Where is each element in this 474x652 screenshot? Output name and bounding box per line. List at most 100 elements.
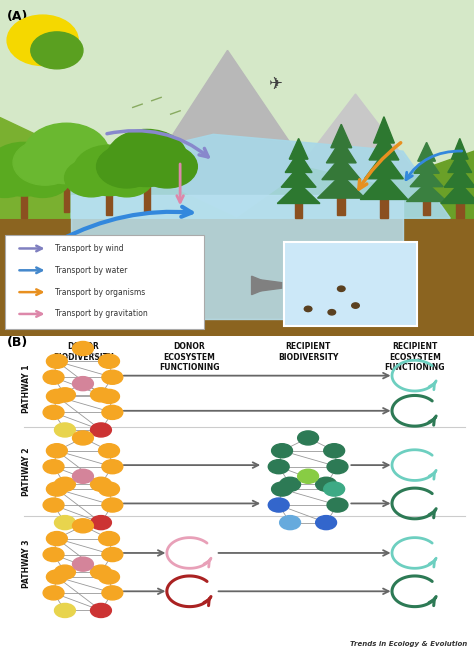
Circle shape (43, 460, 64, 474)
Circle shape (91, 423, 111, 437)
Circle shape (324, 482, 345, 496)
Circle shape (64, 159, 118, 197)
Circle shape (137, 145, 197, 188)
Circle shape (99, 531, 119, 546)
Polygon shape (180, 271, 197, 280)
Circle shape (268, 498, 289, 512)
Circle shape (102, 586, 123, 600)
Circle shape (327, 498, 348, 512)
Circle shape (99, 570, 119, 584)
Text: DONOR
BIODIVERSITY: DONOR BIODIVERSITY (53, 342, 113, 361)
Circle shape (55, 477, 75, 492)
Circle shape (43, 548, 64, 561)
Circle shape (91, 477, 111, 492)
Polygon shape (237, 151, 474, 218)
Text: (B): (B) (7, 336, 28, 349)
Bar (5, 235, 204, 329)
Circle shape (107, 130, 187, 186)
Circle shape (99, 389, 119, 404)
Polygon shape (318, 175, 365, 198)
Circle shape (7, 15, 78, 65)
Circle shape (73, 342, 93, 355)
Polygon shape (281, 166, 316, 187)
Text: PATHWAY 3: PATHWAY 3 (22, 540, 30, 588)
Circle shape (24, 123, 109, 184)
Polygon shape (285, 152, 312, 173)
Bar (106, 188, 112, 215)
Circle shape (272, 444, 292, 458)
Polygon shape (407, 183, 447, 201)
Polygon shape (261, 280, 282, 291)
Circle shape (46, 531, 67, 546)
Polygon shape (326, 140, 356, 163)
Text: PATHWAY 1: PATHWAY 1 (22, 364, 30, 413)
Circle shape (73, 377, 93, 391)
Polygon shape (414, 155, 439, 173)
Circle shape (46, 444, 67, 458)
Circle shape (31, 32, 83, 69)
Circle shape (352, 303, 359, 308)
Text: (A): (A) (7, 10, 28, 23)
Circle shape (102, 548, 123, 561)
Polygon shape (451, 138, 468, 159)
Circle shape (316, 516, 337, 529)
Bar (295, 202, 302, 218)
Circle shape (102, 406, 123, 419)
Bar (144, 178, 150, 211)
Polygon shape (418, 142, 436, 161)
Polygon shape (0, 0, 474, 218)
Text: Transport by wind: Transport by wind (55, 244, 123, 253)
Circle shape (91, 516, 111, 529)
Circle shape (46, 570, 67, 584)
Polygon shape (444, 166, 474, 187)
Circle shape (327, 460, 348, 474)
Polygon shape (0, 117, 237, 218)
Text: Transport by water: Transport by water (55, 266, 127, 274)
Circle shape (298, 469, 319, 483)
Text: Trends in Ecology & Evolution: Trends in Ecology & Evolution (350, 641, 467, 647)
Polygon shape (448, 152, 472, 173)
Polygon shape (252, 276, 261, 295)
Text: ✈: ✈ (268, 75, 282, 93)
Bar (284, 242, 417, 326)
Polygon shape (173, 268, 180, 283)
Polygon shape (71, 195, 403, 319)
Circle shape (99, 444, 119, 458)
Circle shape (91, 388, 111, 402)
Bar (21, 188, 27, 218)
Polygon shape (331, 125, 352, 148)
Polygon shape (0, 208, 474, 336)
Circle shape (304, 306, 312, 312)
Circle shape (316, 477, 337, 492)
Circle shape (13, 140, 77, 185)
Circle shape (328, 310, 336, 315)
Text: DONOR
ECOSYSTEM
FUNCTIONING: DONOR ECOSYSTEM FUNCTIONING (159, 342, 220, 372)
Circle shape (43, 406, 64, 419)
Polygon shape (374, 117, 394, 143)
Circle shape (55, 516, 75, 529)
Circle shape (43, 586, 64, 600)
Circle shape (73, 469, 93, 483)
Bar (337, 196, 345, 215)
Polygon shape (289, 138, 308, 159)
Text: Transport by gravitation: Transport by gravitation (55, 310, 147, 318)
Circle shape (324, 444, 345, 458)
Circle shape (73, 431, 93, 445)
Bar (380, 198, 388, 218)
Bar (64, 175, 69, 211)
Circle shape (0, 142, 62, 196)
Text: RECIPIENT
BIODIVERSITY: RECIPIENT BIODIVERSITY (278, 342, 338, 361)
Polygon shape (277, 183, 320, 203)
Circle shape (280, 477, 301, 492)
Circle shape (91, 565, 111, 579)
Text: Transport by organisms: Transport by organisms (55, 288, 145, 297)
Polygon shape (410, 168, 443, 186)
Polygon shape (261, 94, 450, 218)
Circle shape (268, 460, 289, 474)
Circle shape (73, 557, 93, 571)
Circle shape (14, 157, 71, 198)
Circle shape (102, 460, 123, 474)
Circle shape (46, 482, 67, 496)
Circle shape (337, 286, 345, 291)
Text: PATHWAY 2: PATHWAY 2 (22, 447, 30, 496)
